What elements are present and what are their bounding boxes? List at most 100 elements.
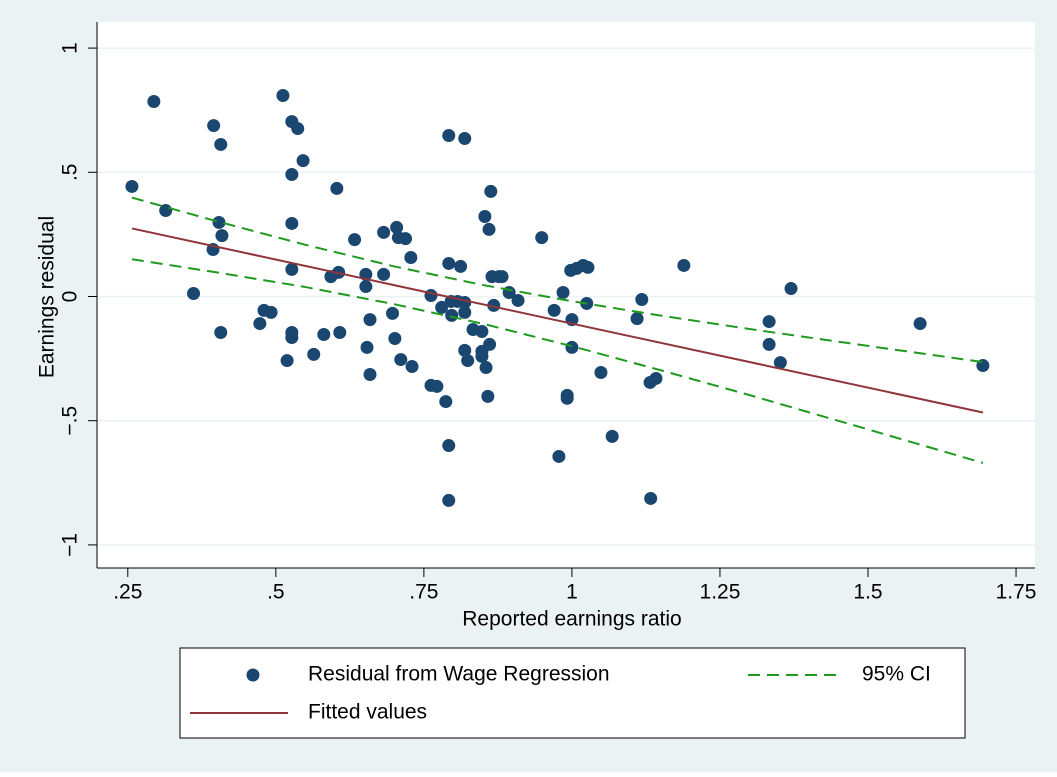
scatter-point — [125, 179, 139, 193]
scatter-point — [377, 225, 391, 239]
scatter-point — [481, 389, 495, 403]
scatter-point — [399, 232, 413, 246]
scatter-point — [442, 493, 456, 507]
scatter-point — [317, 327, 331, 341]
scatter-point — [762, 315, 776, 329]
y-tick-label: 0 — [59, 291, 82, 303]
scatter-point — [285, 330, 299, 344]
scatter-point — [377, 267, 391, 281]
scatter-point — [475, 325, 489, 339]
legend-box — [179, 647, 966, 739]
scatter-point — [773, 356, 787, 370]
scatter-point — [454, 259, 468, 273]
scatter-point — [276, 89, 290, 103]
legend-label: Residual from Wage Regression — [308, 663, 610, 686]
x-tick-label: 1.75 — [996, 581, 1037, 604]
scatter-point — [913, 317, 927, 331]
scatter-point — [360, 340, 374, 354]
x-tick-label: 1.25 — [700, 581, 741, 604]
scatter-point — [435, 300, 449, 314]
scatter-point — [424, 288, 438, 302]
scatter-point — [479, 361, 493, 375]
scatter-point — [207, 119, 221, 133]
scatter-point — [442, 129, 456, 143]
scatter-point — [784, 282, 798, 296]
scatter-point — [405, 360, 419, 374]
scatter-point — [461, 354, 475, 368]
scatter-point — [439, 395, 453, 409]
scatter-point — [296, 154, 310, 168]
ci-line — [131, 258, 984, 464]
scatter-point — [214, 326, 228, 340]
scatter-point — [330, 181, 344, 195]
scatter-point — [442, 256, 456, 270]
scatter-point — [649, 371, 663, 385]
y-tick-label: −1 — [59, 533, 82, 557]
legend-label: 95% CI — [862, 663, 931, 686]
scatter-point — [359, 280, 373, 294]
x-axis-title: Reported earnings ratio — [462, 608, 681, 631]
scatter-point — [264, 305, 278, 319]
x-tick-label: .75 — [409, 581, 438, 604]
scatter-point — [442, 439, 456, 453]
scatter-point — [285, 216, 299, 230]
x-tick-label: 1.5 — [853, 581, 882, 604]
scatter-point — [394, 353, 408, 367]
scatter-point — [333, 326, 347, 340]
scatter-point — [147, 94, 161, 108]
scatter-point — [363, 367, 377, 381]
scatter-point — [630, 312, 644, 326]
y-tick-label: .5 — [59, 164, 82, 182]
x-tick-label: .5 — [267, 581, 285, 604]
scatter-point — [560, 391, 574, 405]
legend-marker — [246, 668, 260, 682]
scatter-point — [677, 258, 691, 272]
x-tick-label: .25 — [113, 581, 142, 604]
scatter-point — [552, 449, 566, 463]
scatter-point — [581, 260, 595, 274]
scatter-point — [348, 233, 362, 247]
scatter-point — [253, 317, 267, 331]
legend-label: Fitted values — [308, 701, 427, 724]
scatter-point — [458, 343, 472, 357]
scatter-point — [565, 340, 579, 354]
scatter-point — [445, 308, 459, 322]
scatter-point — [307, 347, 321, 361]
scatter-point — [214, 137, 228, 151]
scatter-point — [430, 379, 444, 393]
x-tick-label: 1 — [566, 581, 578, 604]
scatter-point — [215, 229, 229, 243]
y-axis-title: Earnings residual — [36, 216, 59, 378]
scatter-point — [212, 215, 226, 229]
scatter-point — [483, 337, 497, 351]
scatter-point — [594, 366, 608, 380]
scatter-point — [644, 491, 658, 505]
scatter-point — [458, 132, 472, 146]
fit-line — [131, 227, 984, 414]
scatter-point — [482, 222, 496, 236]
scatter-point — [385, 306, 399, 320]
scatter-point — [291, 122, 305, 136]
scatter-point — [363, 313, 377, 327]
scatter-point — [404, 250, 418, 264]
y-tick-label: −.5 — [59, 406, 82, 436]
scatter-point — [547, 303, 561, 317]
scatter-point — [487, 298, 501, 312]
scatter-point — [535, 231, 549, 245]
scatter-point — [635, 292, 649, 306]
scatter-point — [605, 429, 619, 443]
scatter-point — [280, 354, 294, 368]
y-tick-label: 1 — [59, 42, 82, 54]
scatter-point — [556, 286, 570, 300]
scatter-point — [187, 287, 201, 301]
scatter-point — [285, 168, 299, 182]
ci-line — [131, 196, 984, 364]
scatter-point — [388, 331, 402, 345]
scatter-point — [458, 305, 472, 319]
scatter-point — [475, 349, 489, 363]
scatter-point — [511, 293, 525, 307]
scatter-point — [762, 337, 776, 351]
scatter-point — [478, 210, 492, 224]
